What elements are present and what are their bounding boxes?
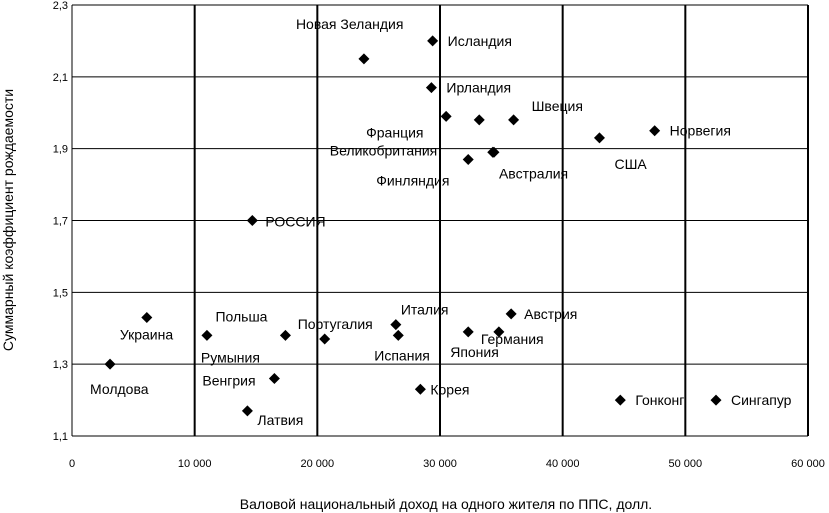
data-point bbox=[614, 394, 626, 406]
point-label: Польша bbox=[215, 308, 267, 324]
x-tick-label: 10 000 bbox=[178, 458, 212, 470]
point-label: Румыния bbox=[201, 349, 260, 365]
data-point bbox=[358, 53, 370, 65]
data-point bbox=[201, 329, 213, 341]
data-point bbox=[593, 132, 605, 144]
data-point bbox=[462, 326, 474, 338]
x-tick-label: 20 000 bbox=[301, 458, 335, 470]
point-label: Ирландия bbox=[446, 80, 511, 96]
data-point bbox=[488, 146, 500, 158]
point-label: Новая Зеландия bbox=[296, 16, 403, 32]
point-labels: Новая Зеландия Исландия Ирландия Франция Шве… bbox=[90, 16, 792, 428]
point-label: Украина bbox=[120, 326, 174, 342]
point-label: Германия bbox=[481, 331, 544, 347]
data-point bbox=[440, 110, 452, 122]
data-point bbox=[241, 405, 253, 417]
x-tick-label: 30 000 bbox=[423, 458, 457, 470]
data-points bbox=[104, 35, 722, 417]
data-point bbox=[462, 153, 474, 165]
data-point bbox=[414, 383, 426, 395]
data-point bbox=[425, 82, 437, 94]
data-point bbox=[319, 333, 331, 345]
y-tick-label: 1,5 bbox=[53, 287, 68, 299]
x-tick-label: 50 000 bbox=[669, 458, 703, 470]
point-label: Япония bbox=[450, 344, 499, 360]
point-label: Гонконг bbox=[635, 392, 684, 408]
point-label: Швеция bbox=[532, 98, 583, 114]
point-label: Молдова bbox=[90, 381, 149, 397]
point-label: Франция bbox=[366, 124, 423, 140]
point-label: Латвия bbox=[257, 412, 303, 428]
data-point bbox=[141, 311, 153, 323]
data-point bbox=[427, 35, 439, 47]
point-label: Сингапур bbox=[731, 392, 792, 408]
y-tick-label: 1,7 bbox=[53, 216, 68, 228]
point-label: Корея bbox=[430, 381, 469, 397]
point-label: США bbox=[614, 156, 647, 172]
point-label: Венгрия bbox=[202, 373, 255, 389]
data-point bbox=[104, 358, 116, 370]
point-label: Италия bbox=[401, 302, 449, 318]
data-point bbox=[505, 308, 517, 320]
y-tick-label: 1,1 bbox=[53, 431, 68, 443]
data-point bbox=[246, 215, 258, 226]
data-point bbox=[392, 329, 404, 341]
point-label: Норвегия bbox=[670, 123, 731, 139]
data-point bbox=[649, 125, 661, 137]
point-label: Австралия bbox=[499, 165, 568, 181]
x-tick-label: 0 bbox=[69, 458, 75, 470]
y-tick-label: 2,1 bbox=[53, 72, 68, 84]
y-axis-label: Суммарный коэффициент рождаемости bbox=[0, 89, 16, 351]
x-axis-label: Валовой национальный доход на одного жит… bbox=[240, 496, 652, 512]
point-label: РОССИЯ bbox=[265, 214, 325, 230]
y-tick-label: 2,3 bbox=[53, 0, 68, 12]
data-point bbox=[390, 319, 402, 331]
y-tick-label: 1,3 bbox=[53, 359, 68, 371]
point-label: Португалия bbox=[298, 316, 373, 332]
x-tick-label: 40 000 bbox=[546, 458, 580, 470]
y-tick-label: 1,9 bbox=[53, 144, 68, 156]
grid bbox=[71, 4, 809, 437]
data-point bbox=[279, 329, 291, 341]
point-label: Великобритания bbox=[330, 142, 438, 158]
data-point bbox=[473, 114, 485, 126]
point-label: Испания bbox=[374, 347, 430, 363]
data-point bbox=[493, 326, 505, 338]
data-point bbox=[508, 114, 520, 126]
data-point bbox=[710, 394, 722, 406]
point-label: Финляндия bbox=[376, 172, 449, 188]
point-label: Австрия bbox=[524, 306, 577, 322]
data-point bbox=[268, 373, 280, 385]
tick-labels: 1,1 1,3 1,5 1,7 1,9 2,1 2,3 0 10 000 20 000 30 000… bbox=[53, 0, 825, 470]
x-tick-label: 60 000 bbox=[791, 458, 825, 470]
point-label: Исландия bbox=[448, 33, 512, 49]
